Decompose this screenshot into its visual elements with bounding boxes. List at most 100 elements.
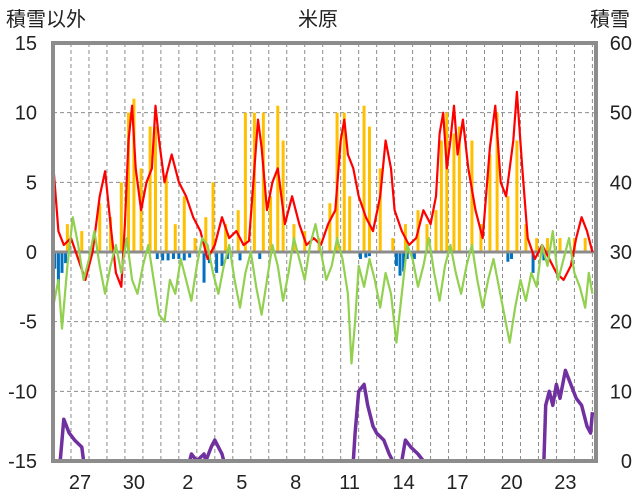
bar bbox=[457, 126, 461, 252]
bar bbox=[60, 252, 64, 273]
left-tick-label: -15 bbox=[8, 451, 37, 473]
bar bbox=[164, 175, 168, 252]
bar bbox=[173, 224, 177, 252]
left-tick-label: 10 bbox=[15, 103, 37, 125]
x-tick-label: 27 bbox=[69, 472, 91, 494]
right-tick-label: 50 bbox=[610, 103, 632, 125]
right-tick-label: 40 bbox=[610, 172, 632, 194]
x-axis-ticks: 27 30 2 5 8 11 14 17 20 23 bbox=[69, 472, 577, 494]
bar bbox=[509, 252, 513, 259]
x-tick-label: 5 bbox=[236, 472, 247, 494]
bar bbox=[535, 238, 539, 252]
series-line bbox=[51, 90, 594, 288]
bar bbox=[269, 196, 273, 252]
bar bbox=[281, 140, 285, 252]
bar bbox=[276, 105, 280, 252]
bar bbox=[434, 210, 438, 252]
bar bbox=[98, 203, 102, 252]
bar bbox=[488, 154, 492, 252]
left-tick-label: -5 bbox=[19, 312, 37, 334]
bar bbox=[236, 210, 240, 252]
bar bbox=[515, 140, 519, 252]
bar bbox=[439, 140, 443, 252]
bar bbox=[161, 252, 165, 261]
bar bbox=[127, 112, 131, 253]
x-tick-label: 30 bbox=[123, 472, 145, 494]
bar bbox=[470, 140, 474, 252]
bar bbox=[171, 252, 175, 259]
left-tick-label: 5 bbox=[26, 172, 37, 194]
bar bbox=[452, 133, 456, 252]
bar bbox=[531, 252, 535, 273]
bar bbox=[402, 252, 406, 272]
bar bbox=[524, 224, 528, 252]
bar bbox=[445, 112, 449, 253]
bar bbox=[220, 252, 224, 266]
bar bbox=[506, 252, 510, 262]
bar bbox=[193, 238, 197, 252]
x-tick-label: 20 bbox=[500, 472, 522, 494]
bar bbox=[56, 252, 60, 287]
bar bbox=[202, 252, 206, 283]
bar bbox=[204, 217, 208, 252]
bar bbox=[506, 196, 510, 252]
bar bbox=[348, 196, 352, 252]
bar bbox=[64, 252, 68, 264]
bar bbox=[479, 224, 483, 252]
bar bbox=[328, 203, 332, 252]
bar bbox=[188, 252, 192, 258]
bar bbox=[243, 112, 247, 253]
bar bbox=[261, 112, 265, 253]
x-tick-label: 11 bbox=[339, 472, 360, 494]
left-tick-label: -10 bbox=[8, 381, 37, 403]
bar bbox=[215, 252, 219, 273]
bar bbox=[558, 238, 562, 252]
right-tick-label: 10 bbox=[610, 381, 632, 403]
bar bbox=[358, 252, 362, 259]
x-tick-label: 14 bbox=[392, 472, 414, 494]
bar bbox=[367, 126, 371, 252]
left-axis-ticks: 15 10 5 0 -5 -10 -15 bbox=[8, 33, 37, 473]
bar bbox=[391, 238, 395, 252]
right-axis-label: 積雪 bbox=[590, 8, 630, 31]
bar bbox=[132, 98, 136, 252]
bar bbox=[545, 238, 549, 252]
x-tick-label: 17 bbox=[446, 472, 468, 494]
plot-frame bbox=[51, 41, 598, 463]
right-tick-label: 0 bbox=[621, 451, 632, 473]
bar bbox=[364, 252, 368, 258]
series-line bbox=[51, 216, 594, 365]
bar bbox=[182, 252, 186, 261]
bar bbox=[65, 224, 69, 252]
bar bbox=[148, 126, 152, 252]
bar bbox=[224, 224, 228, 252]
bar bbox=[80, 231, 84, 252]
bar bbox=[367, 252, 371, 257]
bar bbox=[153, 126, 157, 252]
x-tick-label: 23 bbox=[554, 472, 576, 494]
bar bbox=[109, 217, 113, 252]
right-tick-label: 60 bbox=[610, 33, 632, 55]
bar bbox=[394, 252, 398, 266]
bar bbox=[405, 252, 409, 259]
bar bbox=[238, 252, 242, 261]
chart-title: 米原 bbox=[298, 8, 338, 31]
bar bbox=[378, 168, 382, 252]
bar bbox=[211, 182, 215, 252]
bar bbox=[583, 238, 587, 252]
bar bbox=[155, 252, 159, 259]
bar bbox=[119, 182, 123, 252]
right-tick-label: 30 bbox=[610, 242, 632, 264]
bar bbox=[495, 112, 499, 253]
bar bbox=[342, 112, 346, 253]
left-tick-label: 15 bbox=[15, 33, 37, 55]
x-tick-label: 2 bbox=[182, 472, 193, 494]
bar bbox=[398, 252, 402, 276]
bar bbox=[258, 252, 262, 259]
left-axis-label: 積雪以外 bbox=[6, 8, 86, 31]
bar bbox=[362, 105, 366, 252]
bar bbox=[177, 252, 181, 259]
right-tick-label: 20 bbox=[610, 312, 632, 334]
bar bbox=[166, 252, 170, 261]
